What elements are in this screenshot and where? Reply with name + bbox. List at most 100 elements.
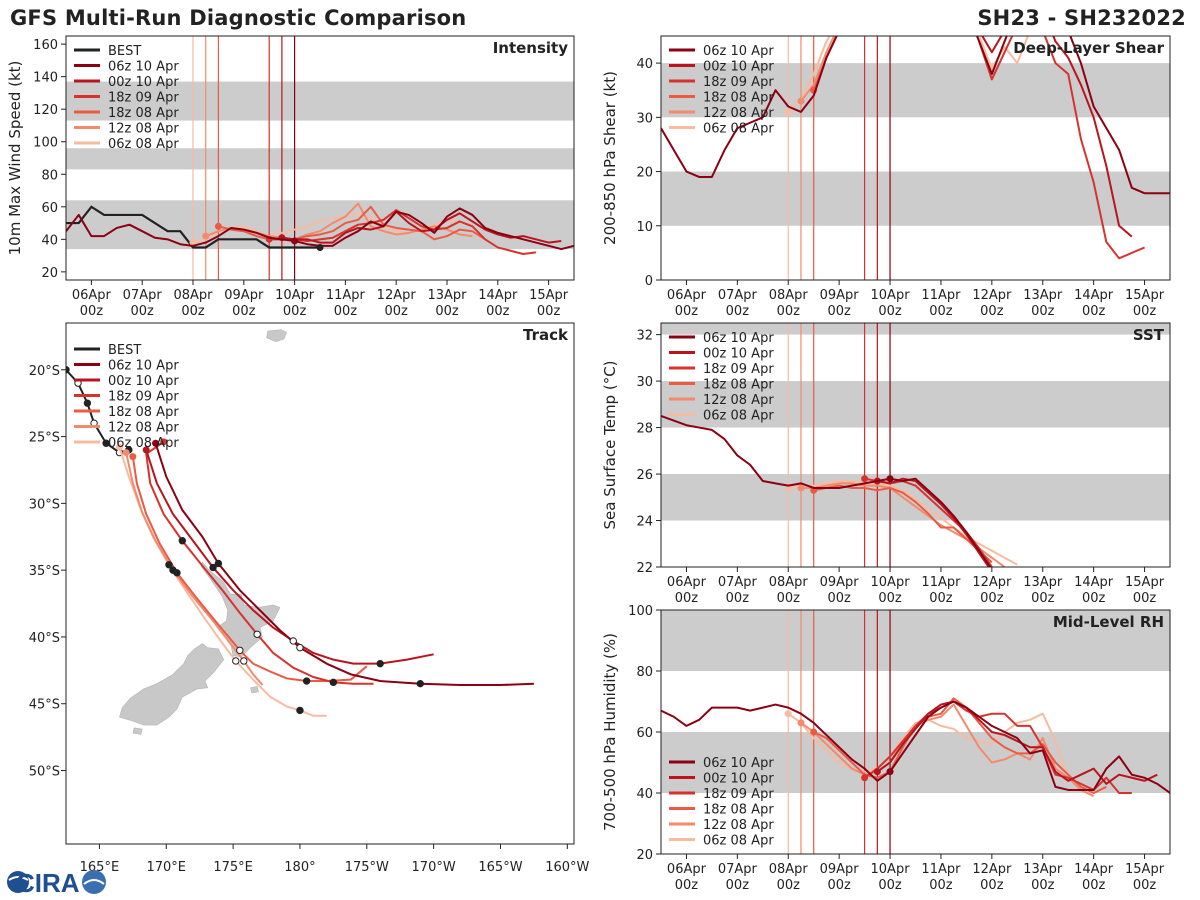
legend-label-sst-2: 18z 09 Apr — [703, 362, 774, 377]
x-tick-hour-rh-7: 00z — [1031, 878, 1055, 893]
x-tick-day-rh-2: 08Apr — [769, 862, 809, 877]
init-marker-rh-4 — [797, 719, 805, 727]
x-tick-hour-intensity-6: 00z — [385, 304, 409, 319]
x-tick-day-sst-5: 11Apr — [921, 575, 961, 590]
cira-globe-icon — [7, 871, 29, 893]
map-lon-label-1: 170°E — [146, 860, 186, 875]
x-tick-day-sst-8: 14Apr — [1074, 575, 1114, 590]
map-lon-label-5: 170°W — [412, 860, 456, 875]
x-tick-day-rh-3: 09Apr — [820, 862, 860, 877]
init-marker-rh-3 — [810, 728, 818, 736]
x-tick-hour-rh-3: 00z — [827, 878, 851, 893]
track-start-marker-2 — [160, 438, 168, 446]
plot-area-track — [66, 329, 534, 735]
x-tick-day-shear-8: 14Apr — [1074, 288, 1114, 303]
series-line-rh-1 — [876, 700, 1158, 785]
x-tick-day-intensity-3: 09Apr — [224, 288, 264, 303]
panel-title-track: Track — [523, 326, 569, 344]
x-tick-hour-intensity-8: 00z — [486, 304, 510, 319]
x-tick-day-intensity-0: 06Apr — [72, 288, 112, 303]
y-tick-label-shear-3: 30 — [636, 111, 653, 126]
panel-track: 165°E 170°E 175°E 180° 175°W 170°W 165°W 160°W2… — [29, 322, 590, 875]
x-tick-hour-shear-2: 00z — [777, 304, 801, 319]
panel-shear: 01020304006Apr00z07Apr00z08Apr00z09Apr00… — [601, 35, 1171, 319]
y-tick-label-sst-5: 32 — [636, 329, 653, 344]
y-tick-label-sst-2: 26 — [636, 468, 653, 483]
best-end-marker-intensity — [316, 243, 324, 251]
y-tick-label-intensity-1: 40 — [41, 233, 58, 248]
track-day-marker-4-4 — [169, 566, 177, 574]
land-fiji — [266, 329, 287, 343]
legend-label-track-2: 00z 10 Apr — [108, 374, 179, 389]
legend-label-sst-0: 06z 10 Apr — [703, 331, 774, 346]
track-start-marker-3 — [129, 453, 137, 461]
track-day-marker-0-8 — [296, 643, 304, 652]
legend-label-intensity-6: 06z 08 Apr — [108, 137, 179, 152]
init-marker-sst-0 — [886, 475, 894, 483]
cira-logo-text: CIRA — [16, 868, 80, 898]
x-tick-day-shear-3: 09Apr — [820, 288, 860, 303]
map-lon-label-4: 175°W — [345, 860, 389, 875]
legend-label-rh-2: 18z 09 Apr — [703, 787, 774, 802]
x-tick-hour-shear-7: 00z — [1031, 304, 1055, 319]
track-day-marker-4-8 — [240, 657, 248, 665]
y-tick-label-intensity-5: 120 — [33, 103, 58, 118]
map-lat-label-2: 30°S — [29, 497, 60, 512]
track-day-marker-0-12 — [416, 679, 424, 688]
track-start-marker-0 — [152, 439, 160, 447]
series-line-rh-5 — [787, 712, 1082, 785]
x-tick-hour-sst-3: 00z — [827, 591, 851, 606]
series-line-shear-0 — [661, 36, 1170, 195]
x-tick-hour-sst-1: 00z — [726, 591, 750, 606]
x-tick-day-sst-7: 13Apr — [1023, 575, 1063, 590]
axes-frame-intensity — [65, 35, 575, 281]
init-marker-intensity-0 — [291, 237, 299, 245]
legend-label-shear-3: 18z 08 Apr — [703, 91, 774, 106]
y-tick-label-sst-4: 30 — [636, 375, 653, 390]
x-tick-day-intensity-6: 12Apr — [377, 288, 417, 303]
init-marker-rh-2 — [861, 774, 869, 782]
track-day-marker-3-8 — [236, 646, 244, 654]
init-marker-rh-5 — [784, 710, 792, 718]
series-line-intensity-3 — [218, 205, 486, 241]
track-day-marker-1-8 — [289, 637, 297, 645]
shade-band-rh-1 — [661, 610, 1170, 671]
legend-label-sst-5: 06z 08 Apr — [703, 409, 774, 424]
y-tick-label-intensity-6: 140 — [33, 71, 58, 86]
legend-label-track-1: 06z 10 Apr — [108, 359, 179, 374]
init-marker-rh-1 — [873, 768, 881, 776]
x-tick-hour-shear-1: 00z — [726, 304, 750, 319]
y-tick-label-rh-1: 40 — [636, 787, 653, 802]
x-tick-day-shear-6: 12Apr — [972, 288, 1012, 303]
legend-label-rh-0: 06z 10 Apr — [703, 756, 774, 771]
y-tick-label-rh-2: 60 — [636, 726, 653, 741]
x-tick-day-rh-1: 07Apr — [718, 862, 758, 877]
series-line-shear-4 — [800, 36, 836, 102]
x-tick-day-shear-1: 07Apr — [718, 288, 758, 303]
legend-label-track-5: 12z 08 Apr — [108, 421, 179, 436]
x-tick-hour-rh-8: 00z — [1082, 878, 1106, 893]
x-tick-day-intensity-1: 07Apr — [123, 288, 163, 303]
shade-band-sst-1 — [661, 381, 1170, 428]
panel-title-shear: Deep-Layer Shear — [1013, 39, 1164, 57]
map-lon-label-2: 175°E — [213, 860, 253, 875]
legend-label-track-4: 18z 08 Apr — [108, 405, 179, 420]
x-tick-hour-shear-4: 00z — [878, 304, 902, 319]
x-tick-day-shear-5: 11Apr — [921, 288, 961, 303]
x-tick-day-intensity-4: 10Apr — [275, 288, 315, 303]
x-tick-day-rh-5: 11Apr — [921, 862, 961, 877]
track-best-point-4 — [102, 439, 110, 447]
series-line-shear-2 — [978, 36, 1145, 260]
x-tick-hour-rh-2: 00z — [777, 878, 801, 893]
y-tick-label-intensity-3: 80 — [41, 168, 58, 183]
track-day-marker-2-12 — [329, 678, 338, 687]
land-south-island — [119, 643, 225, 726]
x-tick-hour-intensity-9: 00z — [537, 304, 561, 319]
x-tick-day-sst-3: 09Apr — [820, 575, 860, 590]
cira-emblem-icon — [82, 870, 106, 894]
x-tick-day-intensity-8: 14Apr — [478, 288, 518, 303]
legend-label-shear-2: 18z 09 Apr — [703, 75, 774, 90]
legend-label-intensity-1: 06z 10 Apr — [108, 60, 179, 75]
